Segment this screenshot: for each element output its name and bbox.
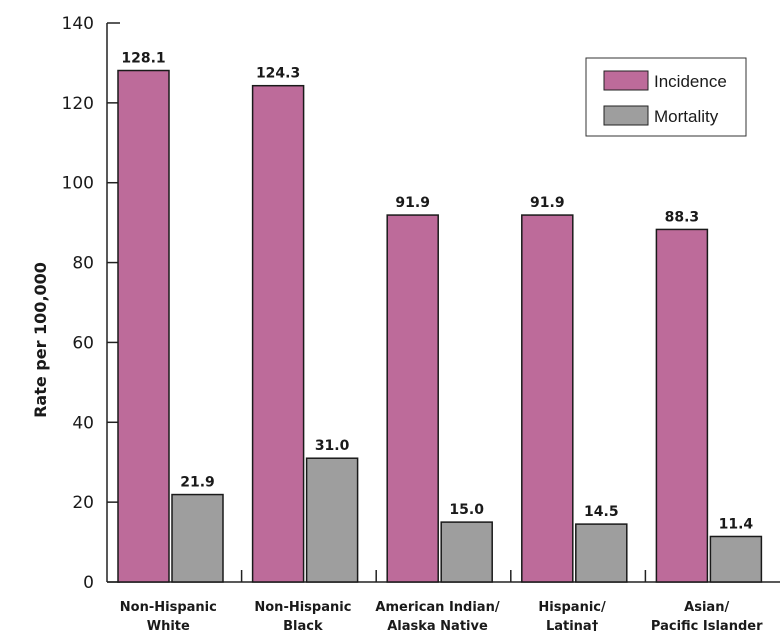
bar-mortality-4 <box>709 535 763 583</box>
y-tick-label-80: 80 <box>72 254 94 274</box>
data-label-mortality-0: 21.9 <box>180 475 215 491</box>
legend: Incidence Mortality <box>585 57 747 137</box>
bar-incidence-2 <box>386 214 439 583</box>
legend-swatch-mortality <box>603 105 649 126</box>
category-label-line: Hispanic/ <box>538 600 606 615</box>
legend-swatch-incidence <box>603 70 649 91</box>
data-label-mortality-4: 11.4 <box>719 516 754 532</box>
labels: 128.1 21.9 Non-Hispanic White 124.3 31.0 Non-H… <box>120 51 763 634</box>
y-tick-label-20: 20 <box>72 493 94 513</box>
bar-incidence-3 <box>521 214 574 583</box>
y-tick-label-40: 40 <box>72 413 94 433</box>
category-label-0: Non-Hispanic White <box>120 600 217 634</box>
y-tick-label-120: 120 <box>62 94 94 114</box>
category-label-line: Non-Hispanic <box>120 600 217 615</box>
category-label-4: Asian/Pacific Islander <box>651 600 763 634</box>
category-label-1: Non-Hispanic Black <box>254 600 351 634</box>
y-axis-title: Rate per 100,000 <box>31 262 50 418</box>
data-label-mortality-2: 15.0 <box>449 502 484 518</box>
bar-incidence-1 <box>251 84 305 583</box>
bar-incidence-0 <box>117 69 170 583</box>
category-label-line: Asian/ <box>684 600 729 615</box>
category-label-line: Black <box>283 619 323 634</box>
y-tick-label-0: 0 <box>83 573 94 593</box>
data-label-incidence-3: 91.9 <box>530 195 565 211</box>
bar-mortality-3 <box>575 523 628 583</box>
data-label-mortality-1: 31.0 <box>315 438 350 454</box>
y-tick-label-140: 140 <box>62 14 94 34</box>
category-label-line: Non-Hispanic <box>254 600 351 615</box>
legend-label-mortality: Mortality <box>654 107 719 126</box>
bars <box>117 69 763 583</box>
category-label-line: Alaska Native <box>387 619 488 634</box>
category-label-2: American Indian/Alaska Native <box>375 600 499 634</box>
data-label-incidence-4: 88.3 <box>665 209 700 225</box>
data-label-incidence-1: 124.3 <box>256 66 300 82</box>
data-label-incidence-0: 128.1 <box>121 51 165 67</box>
category-label-line: White <box>147 619 190 634</box>
category-label-line: Latina† <box>546 619 599 634</box>
category-label-line: American Indian/ <box>375 600 499 615</box>
bar-mortality-2 <box>440 521 493 583</box>
category-label-line: Pacific Islander <box>651 619 763 634</box>
bar-mortality-0 <box>171 493 224 583</box>
category-label-3: Hispanic/Latina† <box>538 600 606 634</box>
data-label-incidence-2: 91.9 <box>395 195 430 211</box>
y-tick-label-100: 100 <box>62 174 94 194</box>
bar-mortality-1 <box>305 457 359 583</box>
y-tick-label-60: 60 <box>72 333 94 353</box>
legend-label-incidence: Incidence <box>654 72 727 91</box>
data-label-mortality-3: 14.5 <box>584 504 619 520</box>
bar-incidence-4 <box>655 228 709 583</box>
